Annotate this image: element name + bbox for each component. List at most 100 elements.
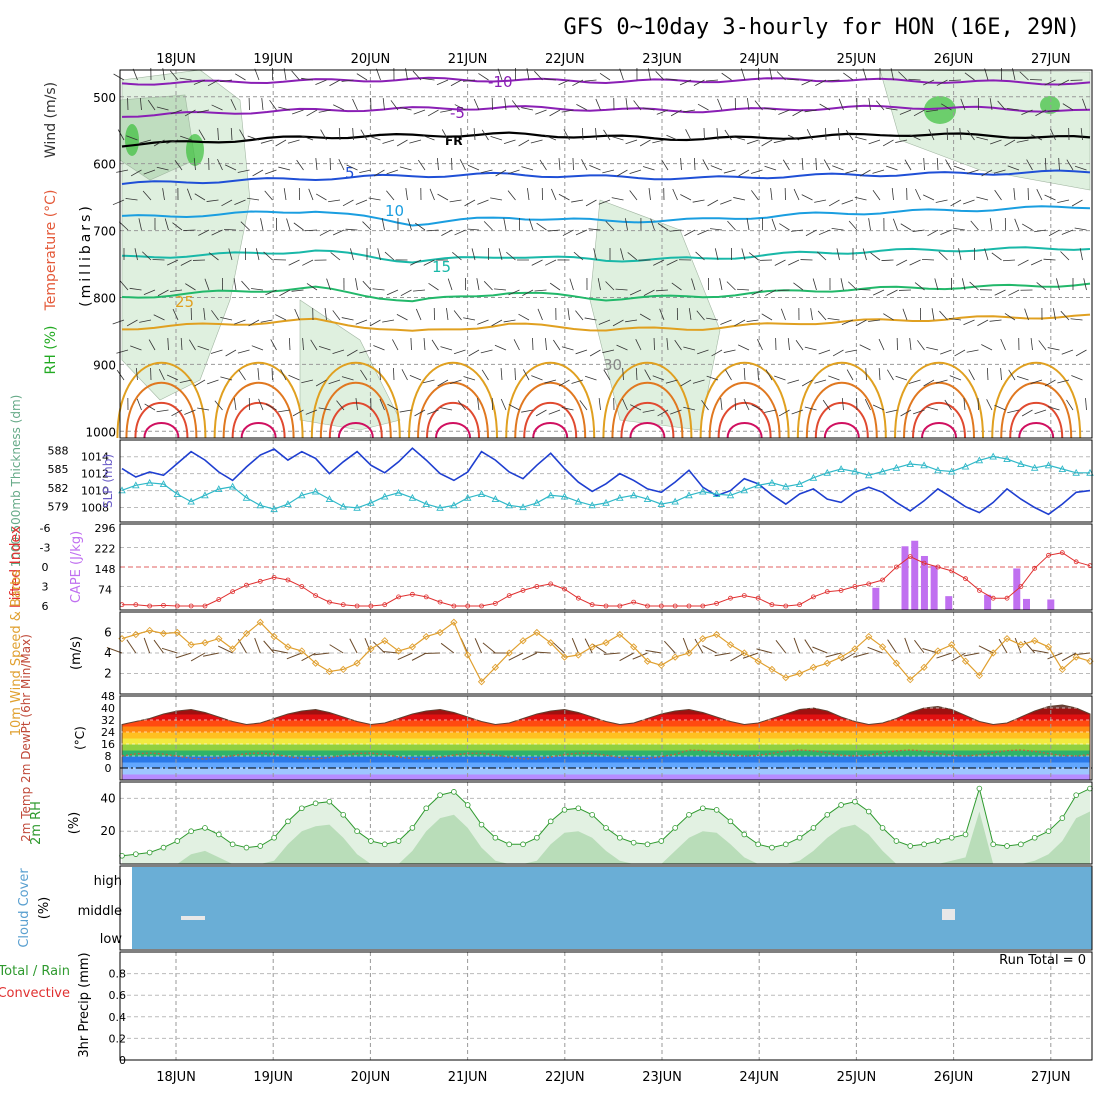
wind-barb: [550, 110, 560, 116]
wind-barb: [873, 190, 880, 200]
wind-barb: [847, 370, 853, 380]
temperature-axis-label: Temperature (°C): [43, 190, 59, 312]
wind-barb: [967, 350, 979, 352]
wind-barb: [737, 289, 749, 290]
wind-barb: [226, 350, 236, 356]
wind-barb: [838, 128, 839, 140]
wind-barb: [259, 399, 263, 410]
rh-point: [465, 803, 470, 808]
rh-point: [645, 842, 650, 847]
temp-tick: 0: [105, 762, 112, 775]
precip-convective-label: Convective: [0, 986, 70, 1001]
wind-barb: [879, 368, 880, 380]
rh-point: [949, 835, 954, 840]
wind-barb-10m: [144, 638, 149, 653]
wind-barb: [284, 188, 286, 200]
wind-barb: [596, 99, 601, 110]
wind-barb: [469, 350, 479, 356]
wind-barb: [995, 290, 1006, 295]
rh-point: [258, 844, 263, 849]
wind-barb: [346, 229, 358, 230]
wind-barb: [987, 399, 992, 410]
rh-point: [1046, 829, 1051, 834]
wind-barb: [356, 200, 367, 205]
wind-barb: [1075, 228, 1087, 230]
cape-tick: 296: [95, 522, 116, 535]
wind-barb: [382, 320, 394, 322]
wind-barb: [842, 200, 853, 204]
wind-barb: [905, 160, 911, 170]
wind-barb: [681, 158, 682, 170]
pressure-tick-label: 1000: [85, 425, 116, 439]
wind-barb: [357, 74, 367, 80]
wind-barb: [981, 345, 992, 350]
wind-speed-line: [122, 622, 1090, 681]
warm-contour: [135, 403, 187, 438]
cape-bar: [1047, 599, 1054, 610]
wind-barb: [535, 110, 546, 114]
wind-barb: [733, 197, 745, 200]
wind-barb: [532, 260, 543, 265]
wind-barb: [841, 278, 844, 290]
wind-barb: [747, 320, 759, 322]
precip-tick: 0: [119, 1054, 126, 1067]
wind-barb: [559, 194, 570, 200]
wind-barb: [872, 170, 884, 173]
wind-barb: [995, 190, 1002, 200]
cloud-units-label: (%): [37, 897, 52, 920]
wind-barb: [1076, 350, 1086, 356]
wind-barb: [720, 320, 731, 325]
wind-barb-10m: [572, 638, 578, 653]
wind-barb: [1031, 260, 1042, 265]
wind-barb: [356, 320, 367, 324]
day-label-bottom: 26JUN: [934, 1070, 974, 1085]
wind-barb: [1085, 398, 1086, 410]
day-label-bottom: 25JUN: [837, 1070, 877, 1085]
wind-barb: [153, 259, 165, 260]
thickness-tick: 588: [48, 444, 69, 457]
cape-bar: [1013, 568, 1020, 610]
cloud-gap: [181, 916, 205, 920]
rh-point: [286, 819, 291, 824]
day-label-bottom: 21JUN: [448, 1070, 488, 1085]
wind-barb: [796, 340, 803, 350]
rh-yunits-group: (%): [67, 812, 82, 835]
warm-contour: [409, 363, 497, 438]
wind-barb: [416, 309, 421, 320]
wind-barb: [955, 350, 965, 356]
wind-barb: [258, 368, 259, 380]
wind-barb-10m: [805, 640, 814, 653]
wind-barb: [787, 380, 799, 383]
pressure-tick-label: 600: [93, 158, 116, 172]
wind-barb: [550, 283, 560, 290]
wind-barb: [440, 347, 452, 350]
wind-barb: [813, 278, 816, 290]
rh-point: [590, 812, 595, 817]
rh-point: [424, 806, 429, 811]
wind-barb: [848, 282, 857, 290]
wind-barb: [454, 311, 461, 320]
wind-barb: [265, 191, 273, 200]
cloud-level-label: high: [94, 874, 122, 889]
wind-barb: [1008, 290, 1019, 295]
wind-barb: [392, 339, 398, 350]
wind-barb: [751, 170, 762, 174]
wind-barb: [386, 191, 394, 200]
wind-barb: [717, 99, 722, 110]
temp-band: [120, 744, 1092, 751]
wind-barb: [235, 74, 245, 80]
wind-barb: [515, 368, 516, 380]
cape-bar: [911, 541, 918, 610]
rh-point: [479, 822, 484, 827]
wind-barb: [562, 407, 574, 410]
rh-point: [576, 806, 581, 811]
wind-barb: [802, 195, 813, 200]
wind-barb: [612, 137, 624, 140]
day-label-top: 18JUN: [156, 52, 196, 67]
wind-barb: [276, 140, 286, 146]
wind-barb: [505, 98, 506, 110]
rh-point: [756, 842, 761, 847]
wind-barb: [418, 160, 425, 170]
cloud-level-label: middle: [78, 904, 122, 919]
wind-barb: [491, 136, 502, 140]
